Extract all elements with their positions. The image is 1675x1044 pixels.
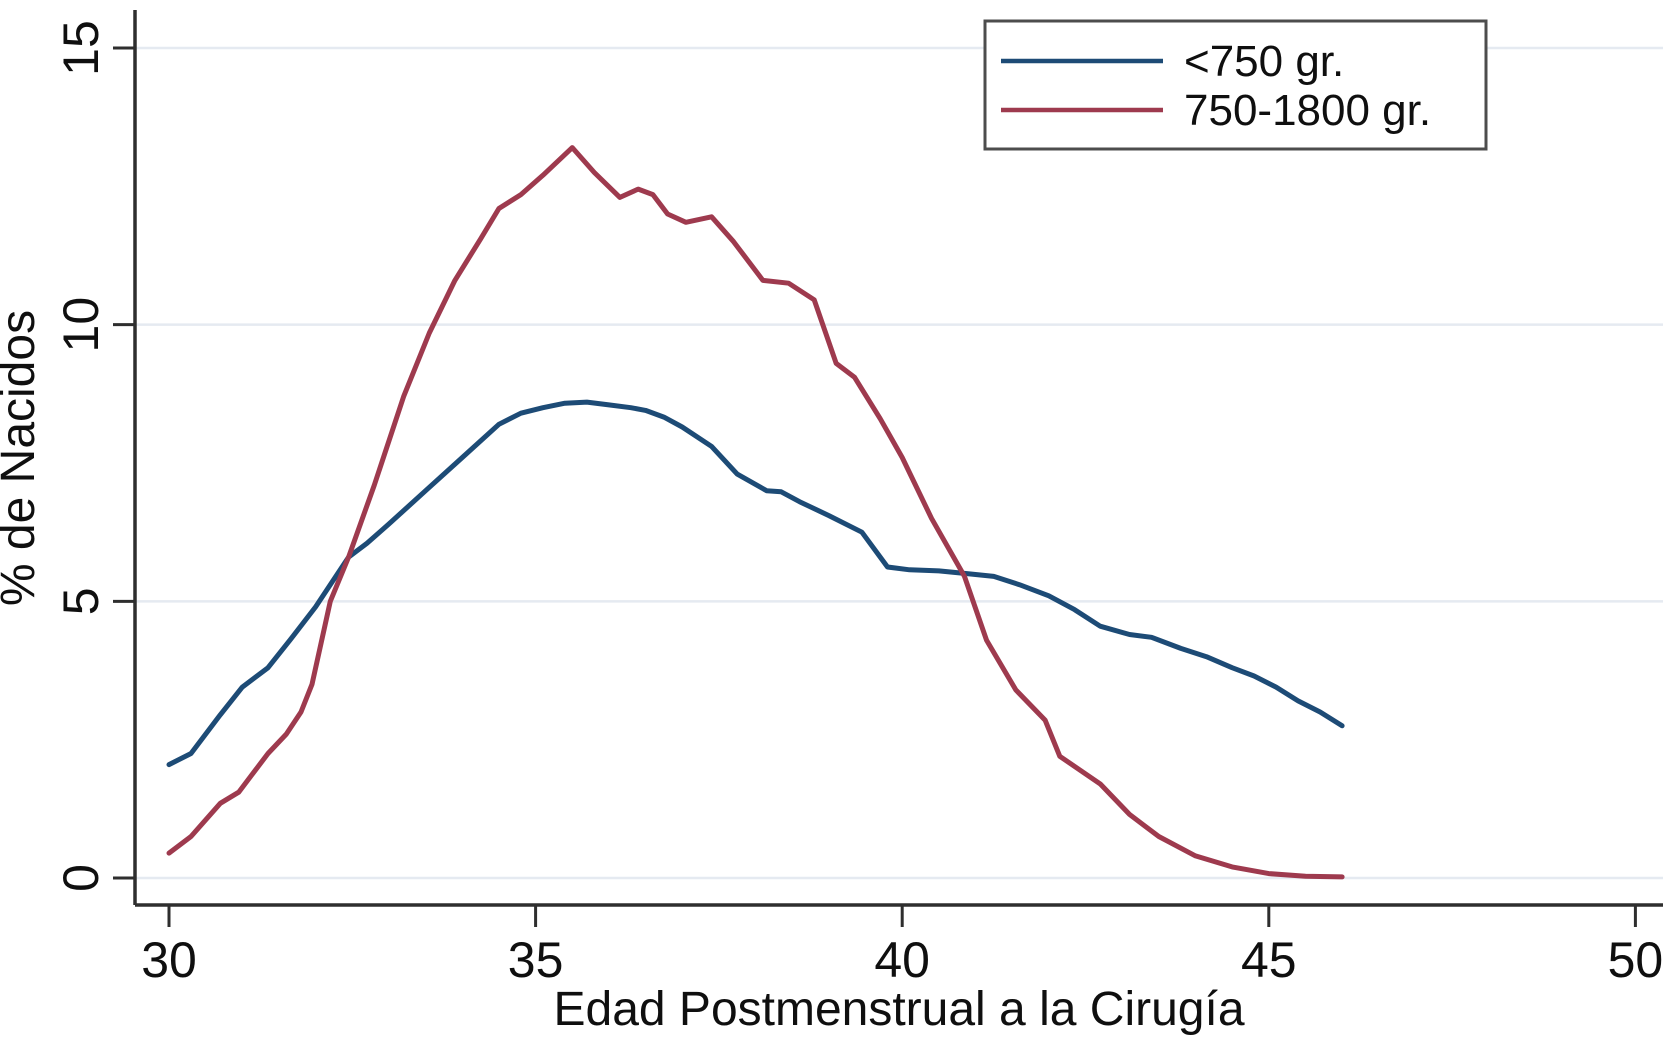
legend-label-750-1800: 750-1800 gr.	[1184, 86, 1431, 135]
x-tick-label-50: 50	[1608, 932, 1664, 988]
axes	[133, 10, 1663, 907]
x-tick-label-45: 45	[1241, 932, 1297, 988]
data-series	[166, 145, 1345, 880]
x-tick-label-35: 35	[508, 932, 564, 988]
x-tick-label-40: 40	[874, 932, 930, 988]
series-line-1	[166, 145, 1345, 880]
y-tick-label-0: 0	[53, 864, 109, 892]
tick-labels: 0 5 10 15 30 35 40 45 50	[53, 20, 1663, 988]
series-line-0	[166, 399, 1345, 768]
legend: <750 gr. 750-1800 gr.	[983, 19, 1488, 151]
y-axis-title: % de Nacidos	[0, 310, 45, 606]
y-tick-label-5: 5	[53, 587, 109, 615]
legend-box	[983, 19, 1488, 151]
tick-marks	[113, 46, 1637, 927]
gridlines	[135, 46, 1663, 880]
x-axis-title: Edad Postmenstrual a la Cirugía	[553, 983, 1244, 1036]
x-tick-label-30: 30	[141, 932, 197, 988]
legend-label-under750: <750 gr.	[1184, 37, 1344, 86]
y-tick-label-15: 15	[53, 20, 109, 76]
y-tick-label-10: 10	[53, 297, 109, 353]
